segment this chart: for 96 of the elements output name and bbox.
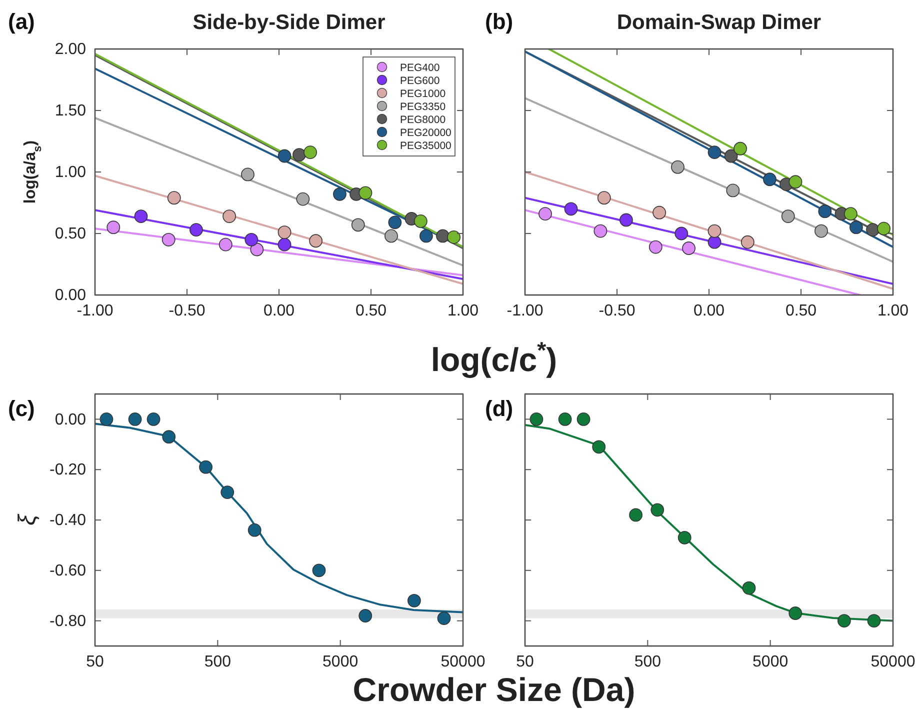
point xyxy=(167,191,181,205)
legend-label: PEG400 xyxy=(400,62,440,74)
x-axis-title: Crowder Size (Da) xyxy=(352,671,636,708)
point xyxy=(866,223,880,237)
point xyxy=(351,218,365,232)
point xyxy=(162,232,176,246)
point xyxy=(388,216,402,230)
legend-label: PEG8000 xyxy=(400,114,446,126)
x-tick-label: -0.50 xyxy=(598,302,636,320)
x-tick-label: 50000 xyxy=(870,653,916,670)
point xyxy=(652,206,666,220)
x-tick-label: 50 xyxy=(516,653,534,670)
y-tick-label: 1.50 xyxy=(54,102,86,120)
text: (d) xyxy=(485,396,514,421)
y-tick-label: 1.00 xyxy=(54,164,86,182)
point xyxy=(708,224,722,238)
point xyxy=(594,224,608,238)
point xyxy=(250,242,264,256)
point xyxy=(597,191,611,205)
x-tick-label: 1.00 xyxy=(447,302,479,320)
y-tick-label: 2.00 xyxy=(54,41,86,58)
point xyxy=(278,238,292,252)
chart-title: Domain-Swap Dimer xyxy=(616,11,822,34)
point xyxy=(384,229,398,243)
point xyxy=(292,148,306,162)
y-tick-label: 0.50 xyxy=(54,226,86,243)
point xyxy=(814,224,828,238)
point xyxy=(296,192,310,206)
point xyxy=(724,149,738,163)
point xyxy=(358,186,372,200)
y-tick-label: 0.00 xyxy=(54,287,86,304)
point xyxy=(106,220,120,234)
x-tick-label: 5000 xyxy=(752,653,788,670)
x-tick-label: 500 xyxy=(204,653,232,670)
point xyxy=(414,214,428,228)
legend-label: PEG3350 xyxy=(400,100,446,113)
point xyxy=(818,204,832,218)
point xyxy=(278,226,292,239)
point xyxy=(134,210,148,223)
point xyxy=(788,175,802,189)
legend-label: PEG20000 xyxy=(400,126,452,139)
legend-label: PEG35000 xyxy=(400,140,452,152)
point xyxy=(620,213,633,227)
x-tick-label: 500 xyxy=(634,653,662,670)
x-tick-label: 5000 xyxy=(322,653,358,670)
x-tick-label: 50 xyxy=(86,653,104,670)
point xyxy=(850,220,863,234)
x-tick-label: -1.00 xyxy=(76,302,114,320)
point xyxy=(708,235,722,249)
point xyxy=(763,172,776,186)
x-tick-label: -1.00 xyxy=(506,302,544,320)
x-axis-title: log(c/c$^{*}$) xyxy=(430,337,558,378)
point xyxy=(734,142,747,156)
point xyxy=(708,146,722,160)
point xyxy=(244,232,258,246)
point xyxy=(671,160,684,174)
point xyxy=(333,187,346,201)
x-tick-label: 0.00 xyxy=(693,302,725,320)
point xyxy=(740,235,754,249)
point xyxy=(304,146,317,160)
y-tick-label: -0.40 xyxy=(50,512,86,530)
point xyxy=(648,240,662,254)
x-tick-label: 50000 xyxy=(440,653,486,670)
point xyxy=(447,230,460,244)
point xyxy=(436,229,450,243)
legend-label: PEG600 xyxy=(400,74,440,87)
text: (c) xyxy=(8,396,35,421)
point xyxy=(726,184,740,198)
point xyxy=(682,242,696,255)
point xyxy=(781,210,795,223)
x-tick-label: 0.50 xyxy=(355,302,387,320)
text: (a) xyxy=(8,9,35,34)
x-tick-label: 0.00 xyxy=(263,302,295,320)
x-tick-label: 0.50 xyxy=(785,302,817,320)
point xyxy=(309,234,322,248)
text: (b) xyxy=(485,9,514,34)
point xyxy=(538,207,552,221)
point xyxy=(190,223,203,237)
y-tick-label: 0.00 xyxy=(54,411,86,428)
y-tick-label: -0.20 xyxy=(50,462,86,479)
point xyxy=(674,226,688,240)
point xyxy=(877,222,890,236)
point xyxy=(564,202,578,216)
point xyxy=(420,229,433,243)
point xyxy=(844,207,858,221)
point xyxy=(241,168,254,182)
point xyxy=(222,210,236,223)
point xyxy=(278,149,292,163)
point xyxy=(218,238,232,252)
x-tick-label: 1.00 xyxy=(877,302,909,320)
legend-label: PEG1000 xyxy=(400,88,446,100)
x-tick-label: -0.50 xyxy=(168,302,206,320)
chart-title: Side-by-Side Dimer xyxy=(192,11,386,34)
y-tick-label: -0.60 xyxy=(50,562,86,580)
y-tick-label: -0.80 xyxy=(50,612,86,630)
y-axis-title: ξ xyxy=(14,513,41,526)
